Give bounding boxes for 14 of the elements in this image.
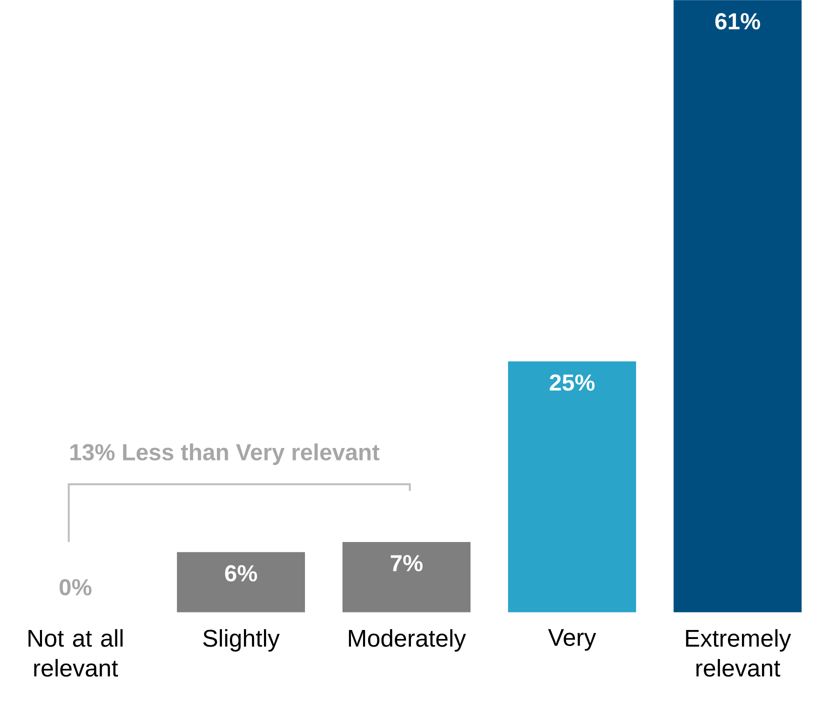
x-tick-label: Extremely relevant: [686, 629, 792, 677]
data-label: 0%: [60, 579, 92, 596]
x-tick-label: Very: [548, 629, 596, 651]
bar: [508, 362, 636, 612]
x-tick-label: Not at all relevant: [28, 629, 123, 677]
bar: [176, 552, 305, 612]
bar: [674, 0, 802, 612]
x-tick-label: Moderately: [348, 629, 466, 652]
data-label: 61%: [715, 13, 760, 30]
data-label: 25%: [550, 374, 595, 391]
data-label: 6%: [225, 565, 258, 582]
data-label: 7%: [390, 555, 423, 572]
annotation: 13% Less than Very relevant: [70, 444, 380, 466]
x-tick-label: Slightly: [203, 629, 280, 652]
